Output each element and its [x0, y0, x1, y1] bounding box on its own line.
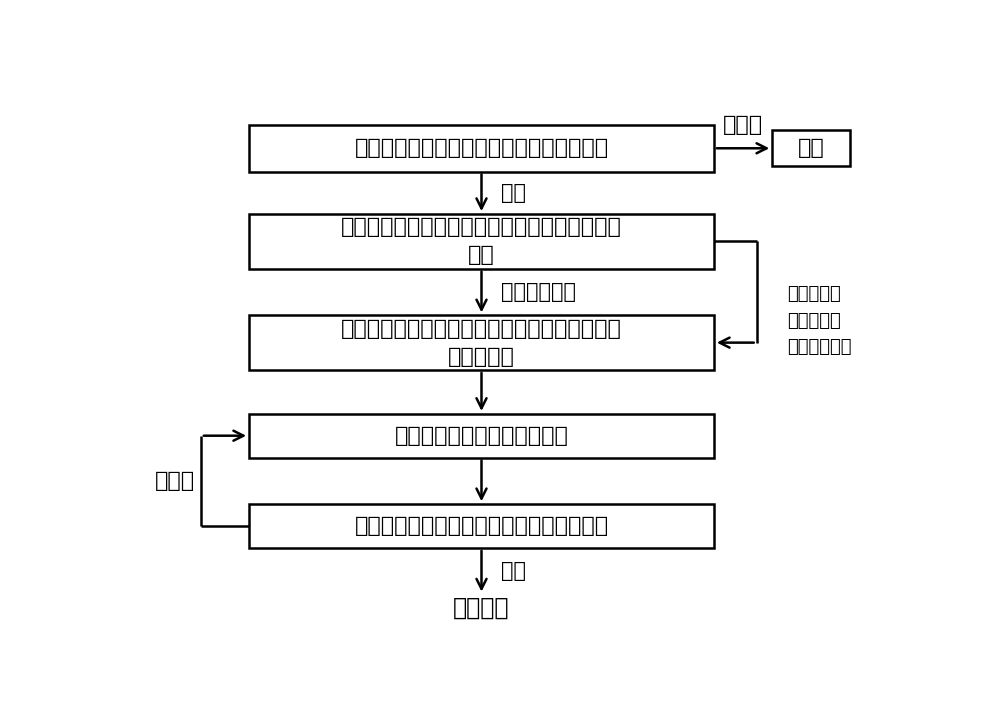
- Text: 姿态测量模式: 姿态测量模式: [501, 282, 576, 302]
- Bar: [249, 315, 714, 370]
- Text: 结束标定: 结束标定: [453, 596, 510, 620]
- Text: 未完成: 未完成: [155, 471, 195, 491]
- Text: 计算各星敏感器与火星探测器中的光学导航敏感
器的姿态差: 计算各星敏感器与火星探测器中的光学导航敏感 器的姿态差: [341, 319, 622, 367]
- Text: 存在: 存在: [501, 183, 526, 203]
- Text: 完成: 完成: [501, 561, 526, 581]
- Text: 判断各星敏感器的标定姿态差是否完成标定: 判断各星敏感器的标定姿态差是否完成标定: [354, 516, 609, 536]
- Text: 不存在: 不存在: [723, 114, 763, 134]
- Bar: [772, 131, 850, 166]
- Text: 判断当前周期是否存在正常工作的星敏感器: 判断当前周期是否存在正常工作的星敏感器: [354, 138, 609, 159]
- Text: 退出: 退出: [798, 138, 824, 159]
- Bar: [249, 414, 714, 458]
- Text: 非姿态测量
模式转换成
姿态测量模式: 非姿态测量 模式转换成 姿态测量模式: [788, 285, 852, 356]
- Text: 判导星敏感器是否处于对火星探测器的姿态测量
模式: 判导星敏感器是否处于对火星探测器的姿态测量 模式: [341, 218, 622, 265]
- Bar: [249, 214, 714, 269]
- Text: 得到各星敏感器的标定姿态差: 得到各星敏感器的标定姿态差: [395, 426, 568, 446]
- Bar: [249, 504, 714, 548]
- Bar: [249, 125, 714, 171]
